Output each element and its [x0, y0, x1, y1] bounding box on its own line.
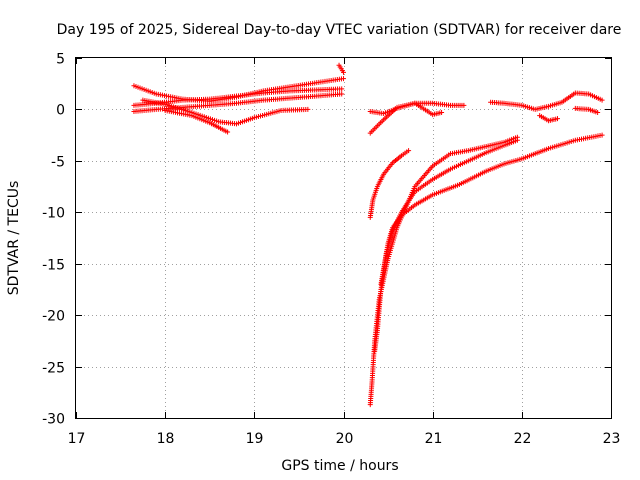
series-arc-5	[162, 107, 231, 135]
x-tick-labels: 17 18 19 20 21 22 23	[68, 431, 621, 447]
series-arc-12	[378, 132, 605, 287]
y-tick-label: -5	[51, 155, 65, 171]
data-point	[461, 102, 467, 108]
data-point	[514, 137, 520, 143]
series-arc-9	[367, 148, 412, 220]
data-point	[225, 129, 231, 135]
chart-title: Day 195 of 2025, Sidereal Day-to-day VTE…	[57, 22, 622, 38]
y-tick-label: -30	[42, 412, 65, 428]
x-tick-label: 17	[68, 431, 86, 447]
gridlines	[76, 58, 611, 418]
y-tick-label: -10	[42, 206, 65, 222]
data-point	[341, 69, 346, 75]
y-tick-label: 5	[56, 52, 65, 68]
series-arc-13	[488, 90, 605, 112]
y-tick-label: 0	[56, 103, 65, 119]
y-axis-title: SDTVAR / TECUs	[6, 181, 22, 296]
x-tick-label: 22	[514, 431, 532, 447]
data-point	[595, 110, 601, 116]
data-point	[406, 148, 412, 154]
y-tick-label: -25	[42, 361, 65, 377]
series-arc-14	[537, 113, 560, 124]
series-arc-10	[367, 134, 520, 408]
series-arc-6	[336, 62, 346, 75]
data-point	[555, 116, 560, 122]
data-point	[341, 76, 346, 82]
data-point	[599, 132, 605, 138]
data-point	[305, 106, 311, 112]
x-tick-label: 20	[336, 431, 354, 447]
plot-frame	[75, 57, 612, 419]
x-tick-label: 23	[603, 431, 621, 447]
series-arc-2	[131, 86, 345, 108]
x-axis-title: GPS time / hours	[281, 458, 398, 474]
series-arc-8	[367, 100, 445, 136]
y-tick-label: -20	[42, 309, 65, 325]
x-tick-label: 21	[425, 431, 443, 447]
x-tick-label: 19	[246, 431, 264, 447]
data-point	[599, 97, 605, 103]
data-point	[339, 91, 345, 97]
data-point	[439, 110, 445, 116]
data-point	[339, 86, 345, 92]
y-tick-labels: 5 0 -5 -10 -15 -20 -25 -30	[42, 52, 65, 428]
y-tick-label: -15	[42, 258, 65, 274]
x-tick-label: 18	[157, 431, 175, 447]
axis-ticks	[76, 58, 612, 419]
data-markers	[131, 62, 605, 408]
series-arc-11	[372, 137, 520, 354]
series-arc-15	[572, 105, 601, 116]
